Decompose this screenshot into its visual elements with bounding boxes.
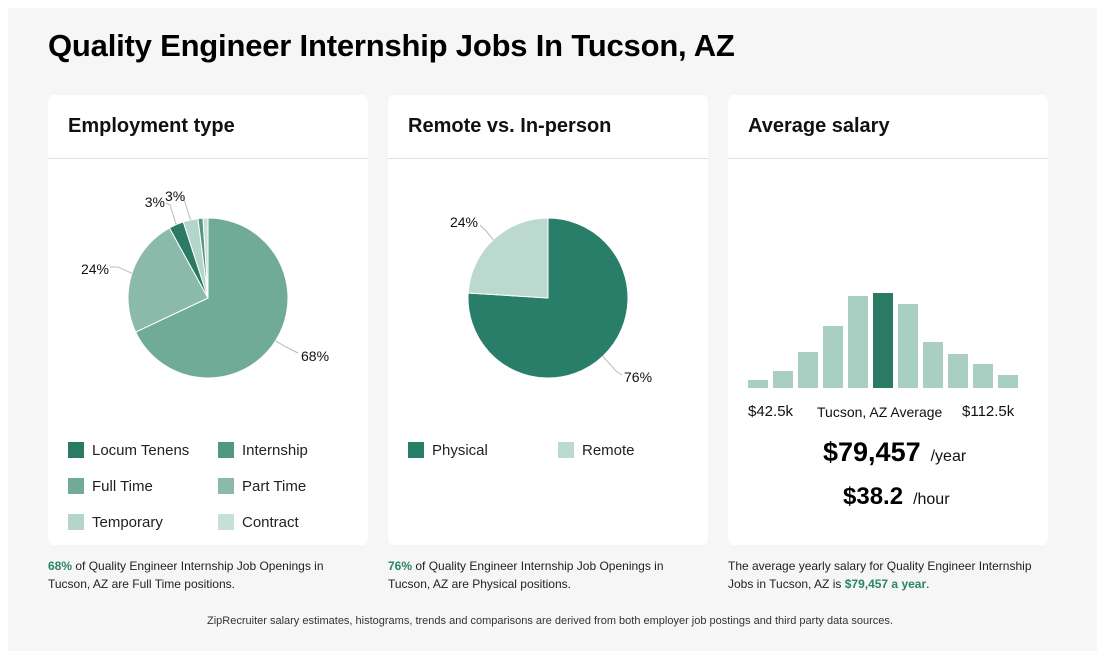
histogram-bar	[898, 304, 918, 388]
histogram-bar	[823, 326, 843, 388]
employment-caption-text: of Quality Engineer Internship Job Openi…	[48, 559, 324, 591]
salary-min-label: $42.5k	[748, 403, 794, 420]
histogram-bar	[998, 375, 1018, 388]
employment-caption: 68% of Quality Engineer Internship Job O…	[48, 557, 348, 593]
remote-caption-text: of Quality Engineer Internship Job Openi…	[388, 559, 664, 591]
legend-swatch	[68, 478, 84, 494]
legend-item-temporary: Temporary	[68, 513, 163, 531]
legend-label: Full Time	[92, 477, 153, 495]
legend-label: Physical	[432, 441, 488, 459]
legend-item-contract: Contract	[218, 513, 299, 531]
pie-slice-part-time	[127, 227, 209, 333]
histogram-bar-highlight	[873, 293, 893, 388]
histogram-bar	[848, 296, 868, 388]
pie-label: 68%	[301, 348, 329, 364]
legend-item-physical: Physical	[408, 441, 488, 459]
pie-label: 76%	[624, 369, 652, 385]
employment-caption-pct: 68%	[48, 559, 73, 573]
pie-leader-line	[479, 224, 494, 241]
pie-leader-line	[165, 202, 177, 225]
histogram-bar	[923, 342, 943, 388]
salary-caption: The average yearly salary for Quality En…	[728, 557, 1048, 593]
salary-max-label: $112.5k	[962, 403, 1015, 420]
employment-type-card: Employment type 68% 24% 3% 3% Locum Tenens I…	[48, 95, 368, 545]
pie-label: 24%	[450, 214, 478, 230]
legend-item-remote: Remote	[558, 441, 635, 459]
salary-hourly: $38.2/hour	[843, 483, 950, 511]
histogram-bar	[748, 380, 768, 388]
salary-histogram	[748, 293, 1018, 388]
legend-swatch	[218, 514, 234, 530]
remote-caption-pct: 76%	[388, 559, 413, 573]
salary-caption-highlight: $79,457 a year	[844, 577, 927, 591]
salary-hourly-unit: /hour	[913, 491, 950, 508]
remote-pie-chart: 76% 24%	[450, 214, 652, 385]
salary-yearly-unit: /year	[930, 448, 967, 465]
salary-caption-end: .	[926, 577, 930, 591]
legend-item-part-time: Part Time	[218, 477, 306, 495]
histogram-bar	[798, 352, 818, 388]
pie-label: 24%	[81, 261, 109, 277]
salary-yearly-amount: $79,457	[823, 437, 921, 467]
pie-slice-remote	[467, 217, 549, 299]
salary-title: Average salary	[748, 115, 890, 137]
legend-swatch	[68, 514, 84, 530]
salary-yearly: $79,457/year	[823, 437, 966, 468]
pie-leader-line	[275, 340, 299, 354]
legend-item-locum-tenens: Locum Tenens	[68, 441, 189, 459]
pie-slice-contract	[202, 217, 209, 299]
salary-hourly-amount: $38.2	[843, 483, 904, 510]
histogram-bar	[773, 371, 793, 388]
card-divider	[388, 158, 708, 159]
salary-caption-text: The average yearly salary for Quality En…	[728, 559, 1032, 591]
page-title: Quality Engineer Internship Jobs In Tucs…	[48, 28, 735, 63]
pie-label: 3%	[165, 188, 185, 204]
legend-item-full-time: Full Time	[68, 477, 153, 495]
legend-swatch	[68, 442, 84, 458]
histogram-bar	[973, 364, 993, 388]
salary-card: Average salary $42.5k Tucson, AZ Average…	[728, 95, 1048, 545]
footnote: ZipRecruiter salary estimates, histogram…	[207, 615, 893, 627]
card-divider	[48, 158, 368, 159]
legend-swatch	[218, 478, 234, 494]
legend-label: Part Time	[242, 477, 307, 495]
legend-swatch	[408, 442, 424, 458]
remote-caption: 76% of Quality Engineer Internship Job O…	[388, 557, 688, 593]
card-divider	[728, 158, 1048, 159]
legend-label: Remote	[582, 441, 635, 459]
legend-label: Internship	[242, 441, 308, 459]
employment-type-title: Employment type	[68, 115, 235, 137]
remote-title: Remote vs. In-person	[408, 115, 612, 137]
pie-leader-line	[110, 266, 133, 274]
legend-label: Temporary	[92, 513, 163, 531]
histogram-bar	[948, 354, 968, 388]
legend-label: Locum Tenens	[92, 441, 190, 459]
legend-swatch	[558, 442, 574, 458]
legend-swatch	[218, 442, 234, 458]
pie-leader-line	[179, 195, 192, 221]
employment-pie-chart: 68% 24% 3% 3%	[81, 188, 329, 379]
salary-center-label: Tucson, AZ Average	[817, 404, 943, 420]
pie-leader-line	[602, 355, 623, 376]
pie-label: 3%	[145, 194, 165, 210]
remote-card: Remote vs. In-person 76% 24% Physical Remo…	[388, 95, 708, 545]
legend-item-internship: Internship	[218, 441, 308, 459]
legend-label: Contract	[242, 513, 299, 531]
